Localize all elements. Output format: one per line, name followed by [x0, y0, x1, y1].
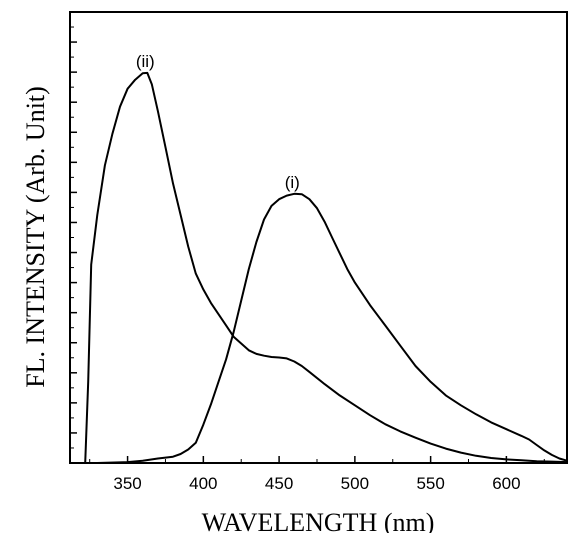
series-line-0: [85, 73, 567, 463]
x-tick-label-450: 450: [265, 474, 293, 493]
x-tick-label-400: 400: [189, 474, 217, 493]
x-tick-label-600: 600: [492, 474, 520, 493]
x-tick-label-550: 550: [416, 474, 444, 493]
x-tick-label-350: 350: [113, 474, 141, 493]
x-tick-label-500: 500: [341, 474, 369, 493]
ticks: 350 400 450 500 550 600: [70, 12, 544, 493]
series-label-1: (i): [285, 173, 300, 192]
x-axis-title: WAVELENGTH (nm): [202, 508, 435, 533]
series-label-0: (ii): [136, 52, 155, 71]
series-line-1: [97, 194, 567, 463]
plot-frame: [70, 12, 567, 463]
series-lines: [85, 73, 567, 463]
y-axis-title: FL. INTENSITY (Arb. Unit): [21, 86, 50, 388]
